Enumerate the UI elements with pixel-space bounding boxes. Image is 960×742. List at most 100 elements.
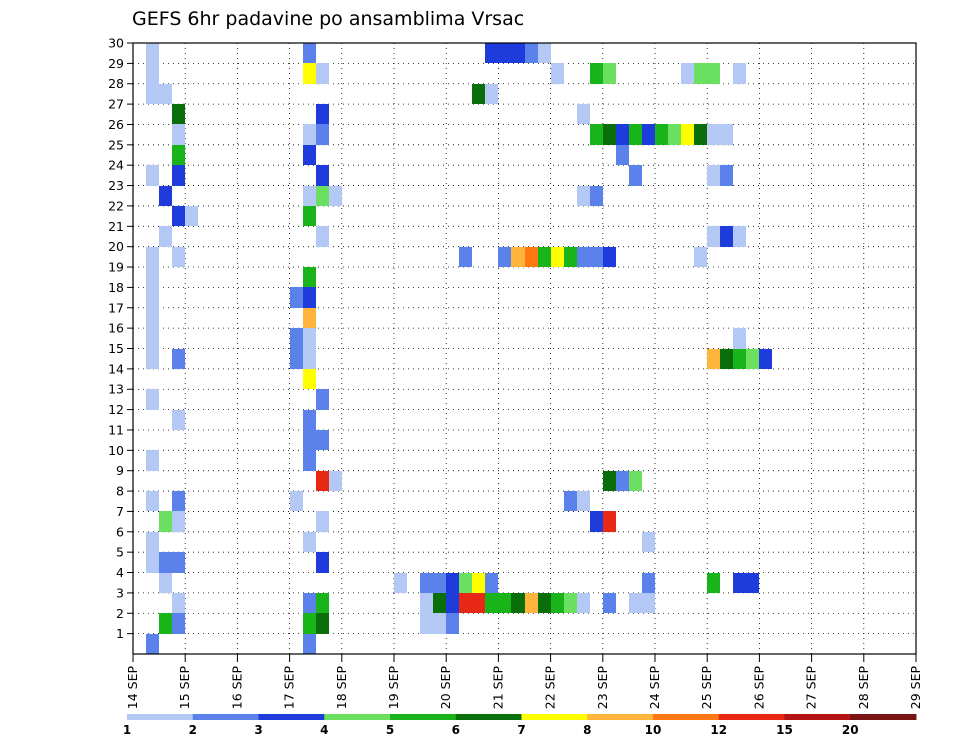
heat-cell <box>316 430 329 450</box>
heat-cell <box>590 247 603 267</box>
heat-cell <box>485 43 498 63</box>
heat-cell <box>146 287 159 308</box>
heat-cell <box>472 84 485 104</box>
heat-cell <box>185 206 198 226</box>
heat-cell <box>316 63 329 84</box>
heat-cell <box>303 593 316 613</box>
legend-swatch <box>455 714 522 720</box>
heat-cell <box>146 63 159 84</box>
heat-cell <box>603 471 616 491</box>
heat-cell <box>616 471 629 491</box>
legend-swatch <box>653 714 720 720</box>
heat-cell <box>498 247 511 267</box>
heat-cell <box>146 328 159 349</box>
heat-cell <box>577 593 590 613</box>
heat-cell <box>485 573 498 593</box>
heat-cell <box>290 328 303 349</box>
legend-label: 2 <box>189 723 197 737</box>
color-legend: 1 2 3 4 5 6 7 8 10 12 15 20 <box>123 714 917 737</box>
heat-cell <box>590 63 603 84</box>
heat-cell <box>433 613 446 634</box>
legend-swatch <box>127 714 194 720</box>
heat-cell <box>290 287 303 308</box>
heat-cell <box>525 247 538 267</box>
legend-swatch <box>587 714 654 720</box>
y-tick-label: 29 <box>108 56 124 71</box>
heat-cell <box>316 389 329 410</box>
x-tick-label: 14 SEP <box>125 666 140 710</box>
heat-cell <box>316 593 329 613</box>
heat-cell <box>720 124 733 145</box>
heat-cell <box>420 613 433 634</box>
legend-swatch <box>258 714 325 720</box>
heat-cell <box>172 165 185 186</box>
x-tick-label: 29 SEP <box>908 666 923 710</box>
heat-cell <box>525 43 538 63</box>
heat-cell <box>159 573 172 593</box>
heat-cell <box>172 104 185 124</box>
heat-cell <box>433 593 446 613</box>
heat-cell <box>446 593 459 613</box>
heat-cell <box>733 328 746 349</box>
heat-cell <box>303 206 316 226</box>
heat-cell <box>733 349 746 369</box>
heat-cell <box>316 186 329 206</box>
legend-label: 4 <box>320 723 328 737</box>
heat-cell <box>146 165 159 186</box>
legend-label: 20 <box>842 723 859 737</box>
heat-cell <box>146 552 159 573</box>
y-tick-label: 22 <box>108 198 124 213</box>
heat-cell <box>577 491 590 511</box>
heat-cell <box>564 491 577 511</box>
heat-cell <box>707 573 720 593</box>
heat-cell <box>303 410 316 430</box>
heat-cell <box>303 349 316 369</box>
legend-label: 5 <box>386 723 394 737</box>
heat-cell <box>694 124 707 145</box>
heat-cell <box>707 165 720 186</box>
legend-label: 6 <box>452 723 460 737</box>
heat-cell <box>146 532 159 552</box>
heat-cell <box>720 226 733 247</box>
heat-cell <box>472 573 485 593</box>
heat-cell <box>172 491 185 511</box>
heat-cell <box>551 63 564 84</box>
heat-cell <box>172 593 185 613</box>
y-tick-label: 17 <box>108 300 124 315</box>
heat-cell <box>146 247 159 267</box>
heat-cell <box>590 186 603 206</box>
heat-cell <box>146 634 159 654</box>
y-tick-label: 30 <box>108 36 124 51</box>
x-tick-label: 23 SEP <box>595 666 610 710</box>
heat-cell <box>629 593 642 613</box>
legend-label: 10 <box>645 723 662 737</box>
legend-swatch <box>718 714 785 720</box>
x-tick-label: 21 SEP <box>490 666 505 710</box>
heat-cell <box>172 124 185 145</box>
heat-cell <box>146 349 159 369</box>
heat-cell <box>681 124 694 145</box>
legend-swatch <box>784 714 851 720</box>
heat-cell <box>459 593 472 613</box>
heat-cell <box>498 593 511 613</box>
heat-cell <box>681 63 694 84</box>
heat-cell <box>329 186 342 206</box>
heat-cell <box>746 573 759 593</box>
heat-cell <box>511 247 525 267</box>
heat-cell <box>159 511 172 532</box>
heat-cell <box>146 43 159 63</box>
heat-cell <box>538 247 551 267</box>
heat-cell <box>290 491 303 511</box>
heat-cell <box>316 552 329 573</box>
heat-cell <box>603 511 616 532</box>
heat-cell <box>303 308 316 328</box>
heat-cell <box>172 145 185 165</box>
heat-cell <box>551 593 564 613</box>
legend-label: 1 <box>123 723 131 737</box>
heat-cell <box>303 186 316 206</box>
heat-cell <box>159 226 172 247</box>
heat-cell <box>629 471 642 491</box>
heat-cell <box>303 124 316 145</box>
heat-cell <box>146 389 159 410</box>
heat-cell <box>316 165 329 186</box>
